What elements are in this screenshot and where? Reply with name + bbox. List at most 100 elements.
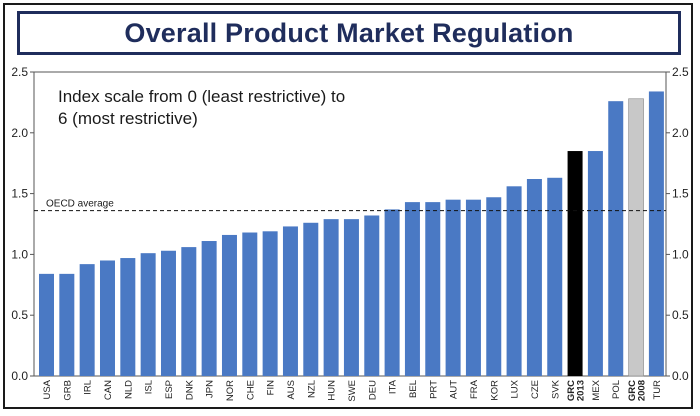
x-tick-label: KOR bbox=[489, 380, 500, 401]
x-tick-label-line: CHE bbox=[245, 380, 256, 400]
y-tick-label-right: 0.5 bbox=[672, 308, 689, 322]
y-tick-label-left: 2.5 bbox=[11, 65, 28, 79]
bar-fin bbox=[262, 231, 278, 376]
bar-deu bbox=[364, 215, 380, 376]
x-tick-label: TUR bbox=[652, 380, 663, 400]
x-tick-label: LUX bbox=[510, 379, 521, 398]
x-tick-label: NOR bbox=[225, 380, 236, 401]
chart-title: Overall Product Market Regulation bbox=[124, 17, 574, 48]
bar-hun bbox=[323, 219, 339, 376]
y-axis-left: 0.0 0.5 1.0 1.5 2.0 2.5 bbox=[11, 65, 34, 383]
bar-grb bbox=[59, 273, 75, 376]
x-tick-label-line: GRC bbox=[627, 380, 638, 401]
bar-can bbox=[99, 260, 115, 376]
x-tick-label-line: FRA bbox=[469, 379, 480, 399]
x-tick-label: MEX bbox=[591, 379, 602, 400]
x-tick-label-line: DEU bbox=[367, 380, 378, 400]
y-tick-label-left: 2.0 bbox=[11, 126, 28, 140]
x-tick-label-line: AUS bbox=[286, 380, 297, 400]
x-tick-label: AUT bbox=[449, 380, 460, 399]
x-tick-label: SVK bbox=[550, 379, 561, 399]
x-tick-label-line: KOR bbox=[489, 380, 500, 401]
x-tick-label: ESP bbox=[164, 380, 175, 399]
x-tick-label: GRB bbox=[62, 380, 73, 401]
bar-grc-2008 bbox=[628, 98, 644, 377]
bar-jpn bbox=[201, 241, 217, 376]
bar-grc-2013 bbox=[567, 151, 583, 376]
x-tick-label-line: ISL bbox=[144, 380, 155, 394]
x-tick-label: POL bbox=[611, 380, 622, 399]
bar-mex bbox=[587, 151, 603, 376]
title-box: Overall Product Market Regulation bbox=[17, 11, 681, 55]
x-tick-label-line: 2008 bbox=[637, 380, 648, 401]
x-tick-label-line: POL bbox=[611, 380, 622, 399]
x-tick-label-line: 2013 bbox=[576, 380, 587, 401]
bar-tur bbox=[648, 91, 664, 377]
bars bbox=[39, 91, 664, 377]
x-tick-label-line: USA bbox=[42, 379, 53, 399]
bar-prt bbox=[425, 202, 441, 376]
bar-dnk bbox=[181, 247, 197, 376]
y-tick-label-right: 2.0 bbox=[672, 126, 689, 140]
x-tick-label: FIN bbox=[266, 380, 277, 395]
x-tick-label-line: CZE bbox=[530, 380, 541, 399]
x-tick-label: CHE bbox=[245, 380, 256, 400]
bar-isl bbox=[140, 253, 156, 376]
y-tick-label-right: 2.5 bbox=[672, 65, 689, 79]
x-tick-label: ITA bbox=[388, 379, 399, 394]
scale-note-line1: Index scale from 0 (least restrictive) t… bbox=[58, 87, 345, 106]
y-tick-label-left: 1.0 bbox=[11, 247, 28, 261]
bar-aus bbox=[282, 226, 298, 376]
x-tick-label-line: CAN bbox=[103, 380, 114, 400]
x-axis-labels: USA GRB IRL CAN NLD ISL ESP DNK JPN NOR CHE FIN AUS N… bbox=[42, 379, 663, 401]
oecd-average-label: OECD average bbox=[46, 199, 114, 210]
y-tick-label-left: 0.5 bbox=[11, 308, 28, 322]
x-tick-label-line: AUT bbox=[449, 380, 460, 399]
x-tick-label-line: SVK bbox=[550, 379, 561, 399]
bar-che bbox=[242, 232, 258, 376]
x-tick-label-line: MEX bbox=[591, 379, 602, 400]
x-tick-label-line: GRC bbox=[566, 380, 577, 401]
x-tick-label: DEU bbox=[367, 380, 378, 400]
x-tick-label: DNK bbox=[184, 379, 195, 400]
bar-aut bbox=[445, 199, 461, 376]
x-tick-label-line: BEL bbox=[408, 380, 419, 398]
bar-nor bbox=[221, 234, 237, 376]
bar-nld bbox=[120, 258, 136, 376]
x-tick-label: HUN bbox=[327, 380, 338, 401]
x-tick-label: FRA bbox=[469, 379, 480, 399]
bar-fra bbox=[465, 199, 481, 376]
x-tick-label-line: ITA bbox=[388, 379, 399, 394]
x-tick-label-line: FIN bbox=[266, 380, 277, 395]
y-axis-right: 0.0 0.5 1.0 1.5 2.0 2.5 bbox=[666, 65, 689, 383]
bar-kor bbox=[486, 197, 502, 376]
bar-irl bbox=[79, 264, 95, 376]
bar-swe bbox=[343, 219, 359, 376]
x-tick-label-line: PRT bbox=[428, 380, 439, 399]
x-tick-label-line: JPN bbox=[205, 380, 216, 398]
bar-pol bbox=[608, 101, 624, 377]
x-tick-label-line: TUR bbox=[652, 380, 663, 400]
bar-cze bbox=[526, 179, 542, 376]
y-tick-label-left: 1.5 bbox=[11, 187, 28, 201]
x-tick-label-line: LUX bbox=[510, 379, 521, 398]
x-tick-label: JPN bbox=[205, 380, 216, 398]
x-tick-label: PRT bbox=[428, 380, 439, 399]
y-tick-label-right: 1.5 bbox=[672, 187, 689, 201]
x-tick-label-line: IRL bbox=[83, 380, 94, 395]
x-tick-label: AUS bbox=[286, 380, 297, 400]
x-tick-label: BEL bbox=[408, 380, 419, 398]
x-tick-label-line: HUN bbox=[327, 380, 338, 401]
y-tick-label-right: 0.0 bbox=[672, 369, 689, 383]
x-tick-label: SWE bbox=[347, 380, 358, 402]
bar-esp bbox=[160, 250, 176, 376]
bar-nzl bbox=[303, 222, 319, 376]
bar-usa bbox=[39, 273, 54, 376]
x-tick-label: CZE bbox=[530, 380, 541, 399]
x-tick-label: IRL bbox=[83, 380, 94, 395]
x-tick-label-line: ESP bbox=[164, 380, 175, 399]
x-tick-label-line: NZL bbox=[306, 380, 317, 398]
